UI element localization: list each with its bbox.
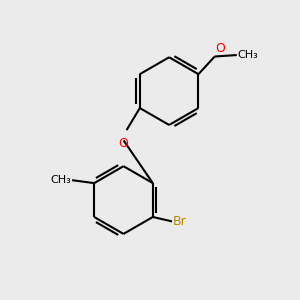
Text: Br: Br (173, 215, 187, 228)
Text: O: O (215, 42, 225, 55)
Text: O: O (119, 136, 129, 150)
Text: CH₃: CH₃ (50, 175, 71, 185)
Text: CH₃: CH₃ (237, 50, 258, 60)
